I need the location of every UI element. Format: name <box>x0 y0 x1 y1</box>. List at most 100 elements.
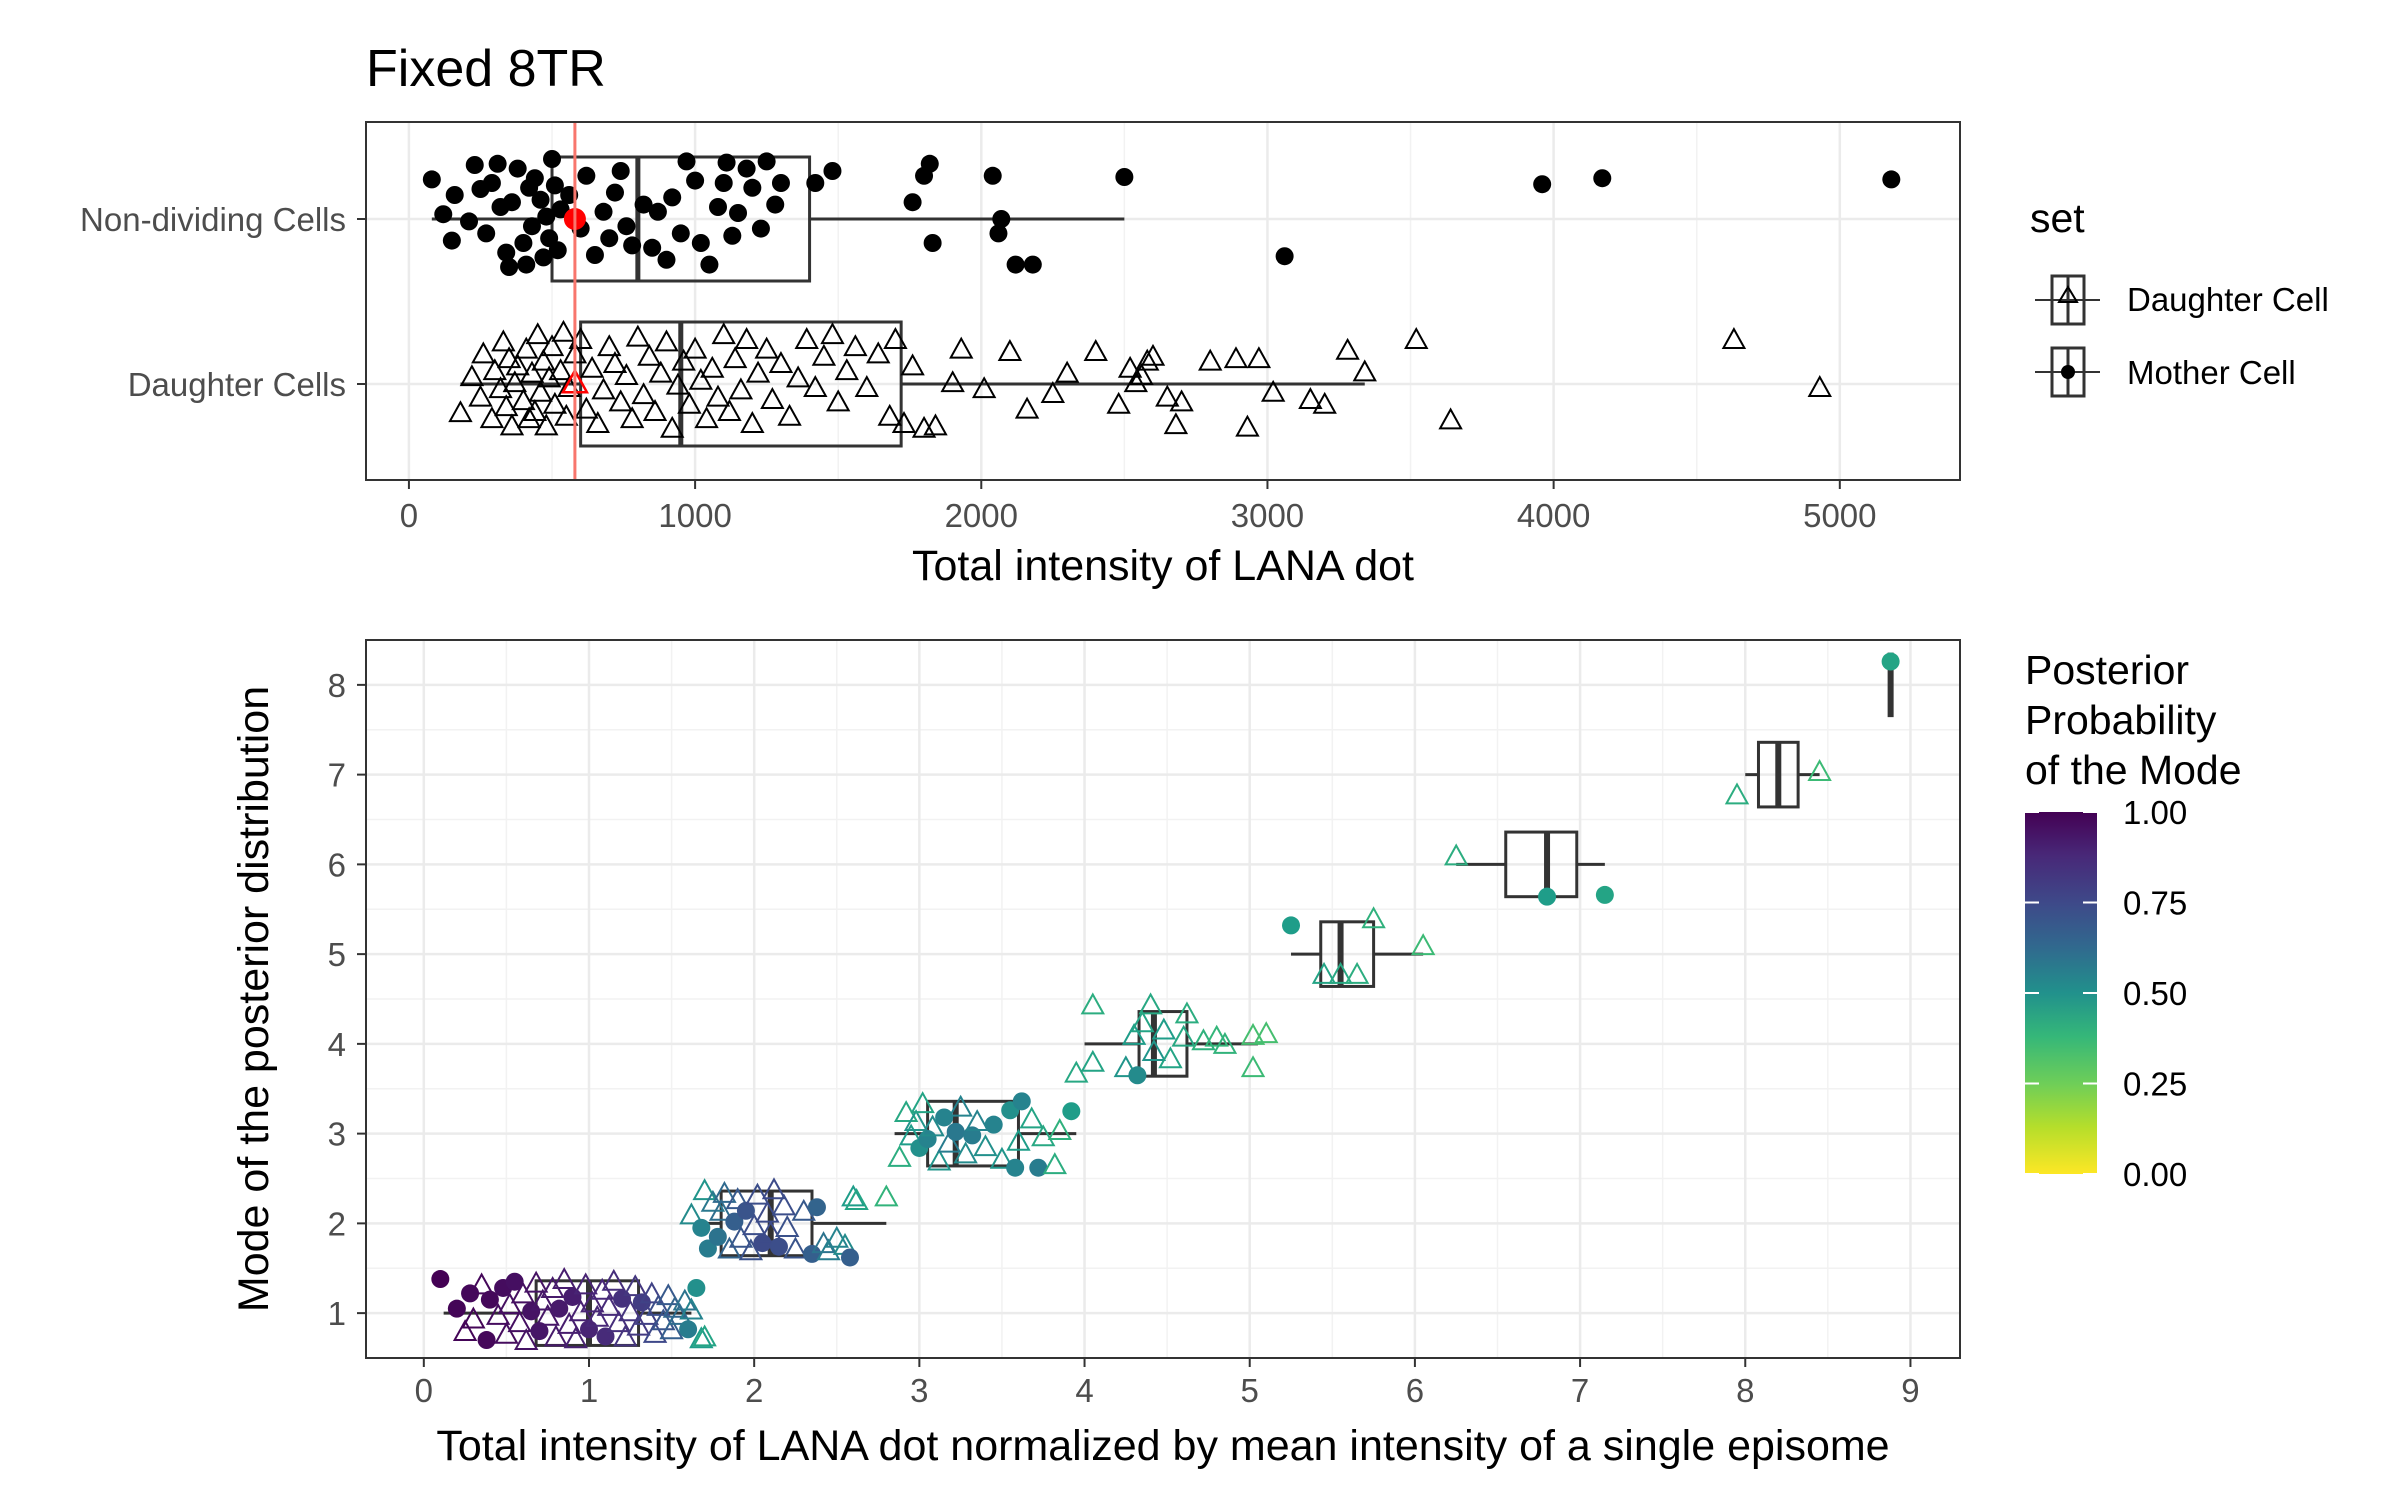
top-point-circle <box>502 193 521 212</box>
top-point-circle <box>617 217 636 236</box>
bottom-point-triangle <box>1047 1118 1072 1141</box>
top-point-triangle <box>700 355 725 378</box>
top-y-tick-label: Daughter Cells <box>128 366 346 403</box>
top-point-triangle <box>642 399 668 421</box>
top-point-circle <box>442 231 461 250</box>
bottom-point-triangle <box>514 1328 539 1351</box>
top-point-triangle <box>614 363 639 385</box>
top-point-triangle <box>1352 359 1377 382</box>
top-point-triangle <box>1169 389 1194 412</box>
top-point-triangle <box>711 322 736 345</box>
top-x-axis: 0 1000 2000 3000 4000 5000 <box>400 480 1877 534</box>
bottom-point-triangle <box>887 1144 912 1167</box>
top-point-circle <box>729 204 748 222</box>
bottom-point-circle <box>918 1130 937 1149</box>
bottom-point-circle <box>1006 1158 1025 1177</box>
top-point-circle <box>600 229 619 248</box>
top-point-circle <box>743 178 762 197</box>
bottom-point-circle <box>447 1299 466 1318</box>
top-point-triangle <box>825 389 851 412</box>
bottom-x-tick-label: 5 <box>1241 1372 1259 1409</box>
top-point-triangle <box>785 365 811 388</box>
bottom-x-tick-label: 2 <box>745 1372 763 1409</box>
top-point-triangle <box>803 375 828 397</box>
top-point-triangle <box>740 411 765 433</box>
top-point-triangle <box>591 377 616 400</box>
top-point-triangle <box>682 336 708 359</box>
bottom-x-tick-label: 9 <box>1901 1372 1919 1409</box>
top-point-triangle <box>971 376 997 399</box>
top-point-triangle <box>677 391 702 414</box>
top-point-triangle <box>877 403 902 426</box>
bottom-point-circle <box>1595 885 1614 904</box>
top-point-triangle <box>660 415 685 438</box>
top-point-triangle <box>554 403 579 426</box>
bottom-point-triangle <box>1121 1022 1147 1045</box>
colorbar-tick-label: 1.00 <box>2123 794 2187 831</box>
top-point-triangle <box>1807 375 1832 397</box>
bottom-point-circle <box>692 1218 711 1237</box>
bottom-point-triangle <box>1444 843 1469 866</box>
top-point-circle <box>551 200 570 219</box>
top-point-circle <box>434 205 453 224</box>
top-point-circle <box>623 236 642 255</box>
bottom-panel: 0 1 2 3 4 5 6 7 8 9 1 2 3 4 5 6 7 8 Total intensity of L… <box>230 639 1961 1470</box>
top-point-triangle <box>949 336 974 359</box>
bottom-y-tick-label: 7 <box>328 757 346 794</box>
bottom-point-triangle <box>485 1302 511 1325</box>
bottom-point-circle <box>1128 1066 1147 1085</box>
top-point-triangle <box>1438 407 1463 430</box>
bottom-point-triangle <box>556 1311 582 1334</box>
colorbar-tick-label: 0.75 <box>2123 885 2187 922</box>
top-point-triangle <box>1040 381 1066 403</box>
top-point-triangle <box>579 355 605 378</box>
top-point-triangle <box>528 379 553 402</box>
bottom-point-triangle <box>1328 961 1353 984</box>
colorbar-title-line-1: Posterior <box>2025 647 2189 693</box>
top-point-triangle <box>1140 343 1166 366</box>
top-point-circle <box>771 174 790 192</box>
bottom-point-triangle <box>755 1200 780 1223</box>
top-point-circle <box>823 162 842 180</box>
bottom-point-triangle <box>903 1109 929 1132</box>
top-point-triangle <box>471 341 496 364</box>
bottom-point-triangle <box>1130 1010 1155 1033</box>
bottom-point-triangle <box>692 1178 717 1201</box>
top-point-triangle <box>900 353 925 376</box>
top-point-circle <box>992 210 1011 228</box>
top-point-circle <box>663 188 682 207</box>
top-box <box>579 320 903 448</box>
bottom-point-circle <box>530 1322 549 1341</box>
bottom-point-circle <box>550 1299 569 1318</box>
top-point-circle <box>634 195 653 214</box>
top-point-circle <box>534 248 553 267</box>
top-point-triangle <box>525 322 550 345</box>
bottom-point-triangle <box>948 1094 973 1117</box>
top-point-triangle <box>923 413 948 436</box>
bottom-y-tick-label: 6 <box>328 846 346 883</box>
top-point-triangle <box>883 327 908 349</box>
top-point-triangle <box>665 372 691 395</box>
top-point-triangle <box>1721 327 1747 349</box>
bottom-point-triangle <box>1158 1046 1183 1069</box>
bottom-point-triangle <box>728 1225 754 1248</box>
top-x-axis-title: Total intensity of LANA dot <box>912 542 1414 590</box>
bottom-point-triangle <box>712 1180 737 1203</box>
bottom-point-triangle <box>452 1319 478 1342</box>
top-point-circle <box>548 241 567 260</box>
top-point-circle <box>497 243 516 262</box>
bottom-point-circle <box>505 1272 524 1291</box>
bottom-x-axis-title: Total intensity of LANA dot normalized b… <box>436 1422 1889 1470</box>
top-point-circle <box>1023 255 1042 274</box>
top-point-circle <box>1882 170 1901 189</box>
top-point-triangle <box>482 358 507 381</box>
colorbar-ticks: 1.00 0.75 0.50 0.25 0.00 <box>2025 794 2187 1193</box>
top-point-circle <box>737 159 756 178</box>
top-point-circle <box>751 219 770 238</box>
top-point-triangle <box>479 406 505 429</box>
colorbar-tick-label: 0.00 <box>2123 1156 2187 1193</box>
bottom-point-circle <box>807 1198 826 1217</box>
top-point-triangle <box>820 322 845 345</box>
bottom-point-triangle <box>543 1324 569 1347</box>
